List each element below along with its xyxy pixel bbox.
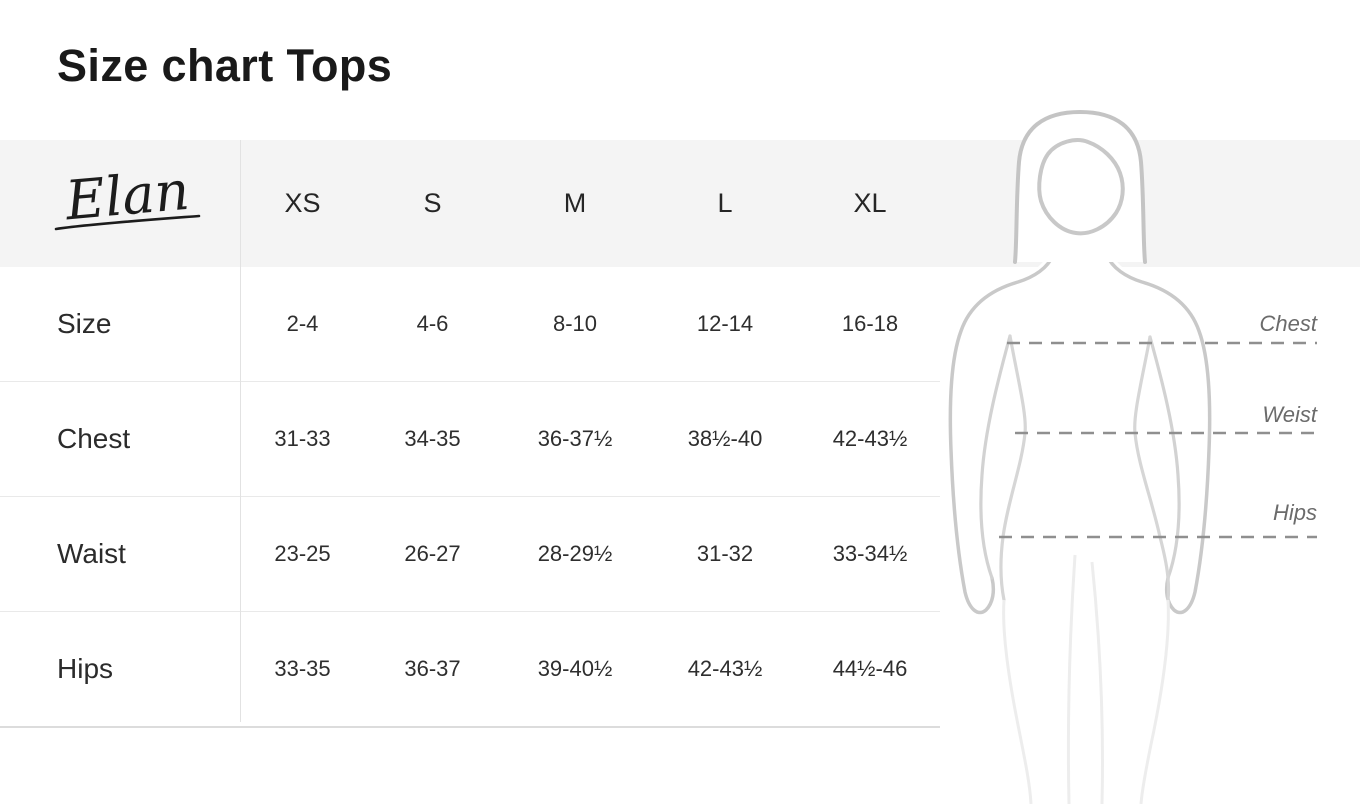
hips-measure-label: Hips: [1273, 500, 1317, 525]
brand-name: Elan: [62, 159, 192, 233]
waist-s: 26-27: [404, 541, 461, 566]
hips-l: 42-43½: [687, 656, 763, 681]
row-label-size: Size: [57, 308, 112, 339]
column-header-m: M: [563, 188, 587, 218]
hips-xs: 33-35: [274, 656, 331, 681]
silhouette-right-arm: [1105, 253, 1212, 615]
brand-logo-signature-icon: Elan: [54, 159, 201, 233]
chest-xl: 42-43½: [832, 426, 908, 451]
table-row-hips: Hips 33-35 36-37 39-40½ 42-43½ 44½-46: [0, 612, 940, 728]
chest-l: 38½-40: [687, 426, 763, 451]
waist-l: 31-32: [696, 541, 754, 566]
size-m: 8-10: [552, 311, 598, 336]
column-header-xs: XS: [284, 188, 321, 218]
waist-xs: 23-25: [274, 541, 331, 566]
table-row-waist: Waist 23-25 26-27 28-29½ 31-32 33-34½: [0, 497, 940, 612]
chest-m: 36-37½: [537, 426, 613, 451]
page-title: Size chart Tops: [57, 40, 393, 91]
silhouette-left-arm: [948, 253, 1055, 615]
silhouette-left-leg-outer: [1002, 599, 1033, 804]
chest-xs: 31-33: [274, 426, 331, 451]
waist-m: 28-29½: [537, 541, 613, 566]
silhouette-left-torso: [999, 334, 1027, 602]
row-label-chest: Chest: [57, 423, 131, 454]
size-xs: 2-4: [286, 311, 319, 336]
table-row-size: Size 2-4 4-6 8-10 12-14 16-18: [0, 267, 940, 382]
size-l: 12-14: [696, 311, 754, 336]
waist-measure-label: Weist: [1262, 402, 1317, 427]
signature-underline: [54, 214, 201, 231]
silhouette-left-inner-arm: [979, 334, 1012, 580]
table-vertical-divider: [240, 140, 241, 722]
table-row-chest: Chest 31-33 34-35 36-37½ 38½-40 42-43½: [0, 382, 940, 497]
hips-m: 39-40½: [537, 656, 613, 681]
waist-xl: 33-34½: [832, 541, 908, 566]
table-header-row: Elan XS S M L XL: [0, 140, 940, 267]
size-table: Elan XS S M L XL Size 2-4 4-6 8-10 12-14…: [0, 140, 940, 728]
brand-logo: Elan: [0, 140, 240, 267]
size-s: 4-6: [416, 311, 449, 336]
size-xl: 16-18: [841, 311, 899, 336]
silhouette-right-leg-inner: [1090, 561, 1105, 804]
silhouette-right-torso: [1133, 335, 1171, 602]
silhouette-left-leg-inner: [1066, 554, 1077, 804]
column-header-s: S: [423, 188, 442, 218]
column-header-xl: XL: [853, 188, 887, 218]
hips-xl: 44½-46: [832, 656, 908, 681]
chest-s: 34-35: [404, 426, 461, 451]
chest-measure-label: Chest: [1260, 311, 1318, 336]
silhouette-right-leg-outer: [1139, 599, 1170, 804]
column-header-l: L: [717, 188, 733, 218]
silhouette-right-inner-arm: [1148, 335, 1181, 580]
row-label-hips: Hips: [57, 653, 114, 684]
row-label-waist: Waist: [57, 538, 126, 569]
hips-s: 36-37: [404, 656, 461, 681]
